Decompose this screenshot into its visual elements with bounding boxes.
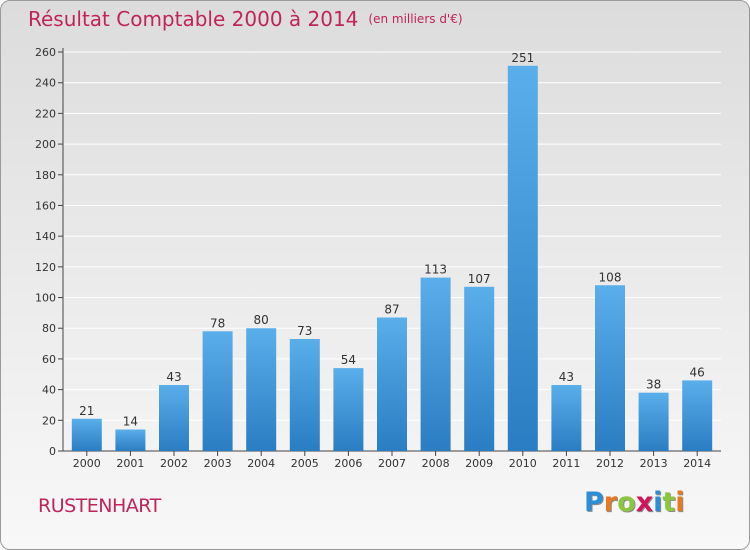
bar-2008 [420,277,451,451]
data-label: 108 [599,270,622,284]
x-tick-label: 2000 [73,457,101,470]
x-tick-label: 2003 [204,457,232,470]
bar-2005 [289,338,320,451]
data-label: 78 [210,316,225,330]
chart-title: Résultat Comptable 2000 à 2014 (en millie… [28,7,463,31]
y-tick-label: 260 [35,46,56,59]
logo-letter: P [584,487,604,518]
y-tick-label: 0 [49,445,56,458]
chart-unit: (en milliers d'€) [368,12,463,26]
y-tick-label: 160 [35,199,56,212]
bar-2014 [682,380,713,451]
y-tick-label: 60 [42,353,56,366]
y-tick-label: 20 [42,414,56,427]
bar-2011 [551,385,582,451]
logo-letter: x [635,487,654,518]
place-name: RUSTENHART [38,495,161,517]
x-tick-label: 2007 [378,457,406,470]
data-label: 80 [254,313,269,327]
bar-2003 [202,331,233,451]
bar-2002 [159,385,189,451]
x-tick-label: 2013 [640,457,668,470]
bar-2007 [377,317,407,451]
data-label: 43 [166,370,181,384]
y-tick-label: 220 [35,107,56,120]
y-tick-label: 100 [35,292,56,305]
chart-title-text: Résultat Comptable 2000 à 2014 [28,7,359,31]
data-label: 54 [341,353,356,367]
bar-2001 [115,429,146,451]
bar-2006 [333,368,364,451]
data-label: 113 [424,263,447,277]
x-tick-label: 2004 [247,457,275,470]
x-tick-label: 2011 [552,457,580,470]
y-tick-label: 40 [42,384,56,397]
y-tick-label: 80 [42,322,56,335]
bar-2000 [71,418,102,451]
x-tick-label: 2001 [116,457,144,470]
bar-2004 [246,328,277,451]
y-tick-label: 180 [35,169,56,182]
data-label: 73 [297,324,312,338]
x-tick-label: 2002 [160,457,188,470]
x-tick-label: 2010 [509,457,537,470]
logo-letter: i [653,487,663,518]
x-tick-label: 2008 [422,457,450,470]
y-tick-label: 200 [35,138,56,151]
tick-labels: 0 20 40 60 80 100 120 140 160 180 200 220 240 260 2000… [35,46,711,470]
bar-2013 [638,392,669,451]
data-label: 46 [690,365,705,379]
bar-2010 [507,65,538,452]
x-tick-label: 2009 [465,457,493,470]
x-tick-label: 2014 [683,457,711,470]
logo-letter: t [662,487,676,518]
y-tick-label: 120 [35,261,56,274]
proxiti-logo[interactable]: Proxiti [584,487,685,518]
x-tick-label: 2012 [596,457,624,470]
logo-letter: i [675,487,685,518]
data-labels: 21 14 43 78 80 73 54 87 113 107 251 43 108 38 46 [79,51,705,429]
data-label: 14 [123,415,138,429]
data-label: 38 [646,378,661,392]
data-label: 87 [384,302,399,316]
data-label: 21 [79,404,94,418]
data-label: 251 [511,51,534,65]
x-tick-label: 2005 [291,457,319,470]
bars [71,65,713,452]
logo-letter: o [617,487,636,518]
data-label: 43 [559,370,574,384]
y-tick-label: 140 [35,230,56,243]
data-label: 107 [468,272,491,286]
bar-2009 [464,286,495,451]
bar-2012 [595,285,625,451]
logo-letter: r [603,487,618,518]
y-tick-label: 240 [35,77,56,90]
x-tick-label: 2006 [334,457,362,470]
